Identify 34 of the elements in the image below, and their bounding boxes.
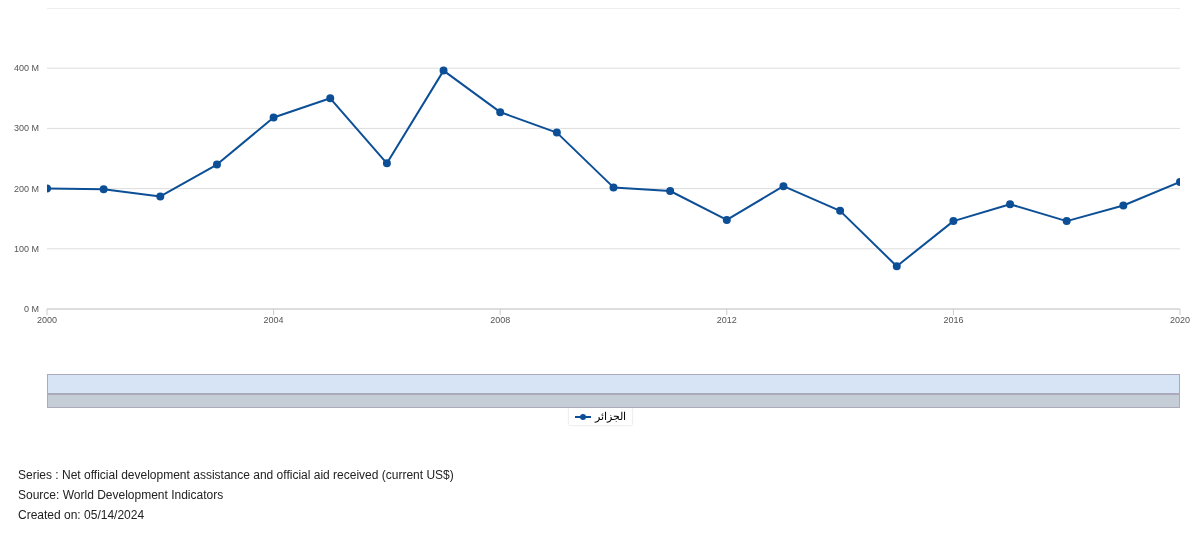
point: [836, 206, 845, 215]
x-tick-label: 2008: [490, 315, 511, 326]
point: [382, 159, 391, 168]
x-tick-label: 2020: [1169, 315, 1191, 326]
point: [156, 192, 165, 201]
point: [439, 66, 448, 75]
point: [99, 185, 108, 194]
text: Series : Net official development assistance and official aid received (current US$): [18, 467, 455, 484]
point: [949, 217, 958, 226]
point: [552, 128, 561, 137]
point: [722, 215, 731, 224]
point: [496, 108, 505, 117]
point: [1006, 200, 1015, 209]
point: [779, 182, 788, 191]
point: [1062, 217, 1071, 226]
y-tick-label: 0 M: [23, 304, 39, 314]
point: [892, 262, 901, 271]
y-tick-label: 400 M: [13, 63, 39, 74]
y-tick-label: 200 M: [13, 183, 39, 194]
point: [609, 183, 618, 192]
point: [212, 160, 221, 169]
legend-label: الجزائر: [595, 410, 626, 423]
point: [1119, 201, 1128, 210]
y-tick-label: 300 M: [13, 123, 39, 134]
x-tick-label: 2012: [716, 315, 737, 326]
point: [326, 94, 335, 103]
point: [269, 113, 278, 122]
text: Created on: 05/14/2024: [18, 507, 146, 524]
x-tick-label: 2000: [36, 315, 58, 326]
y-tick-label: 100 M: [13, 243, 39, 254]
x-tick-label: 2004: [263, 315, 284, 326]
x-tick-label: 2016: [943, 315, 964, 326]
point: [666, 187, 675, 196]
source-note: Source: World Development Indicators: [18, 487, 225, 504]
